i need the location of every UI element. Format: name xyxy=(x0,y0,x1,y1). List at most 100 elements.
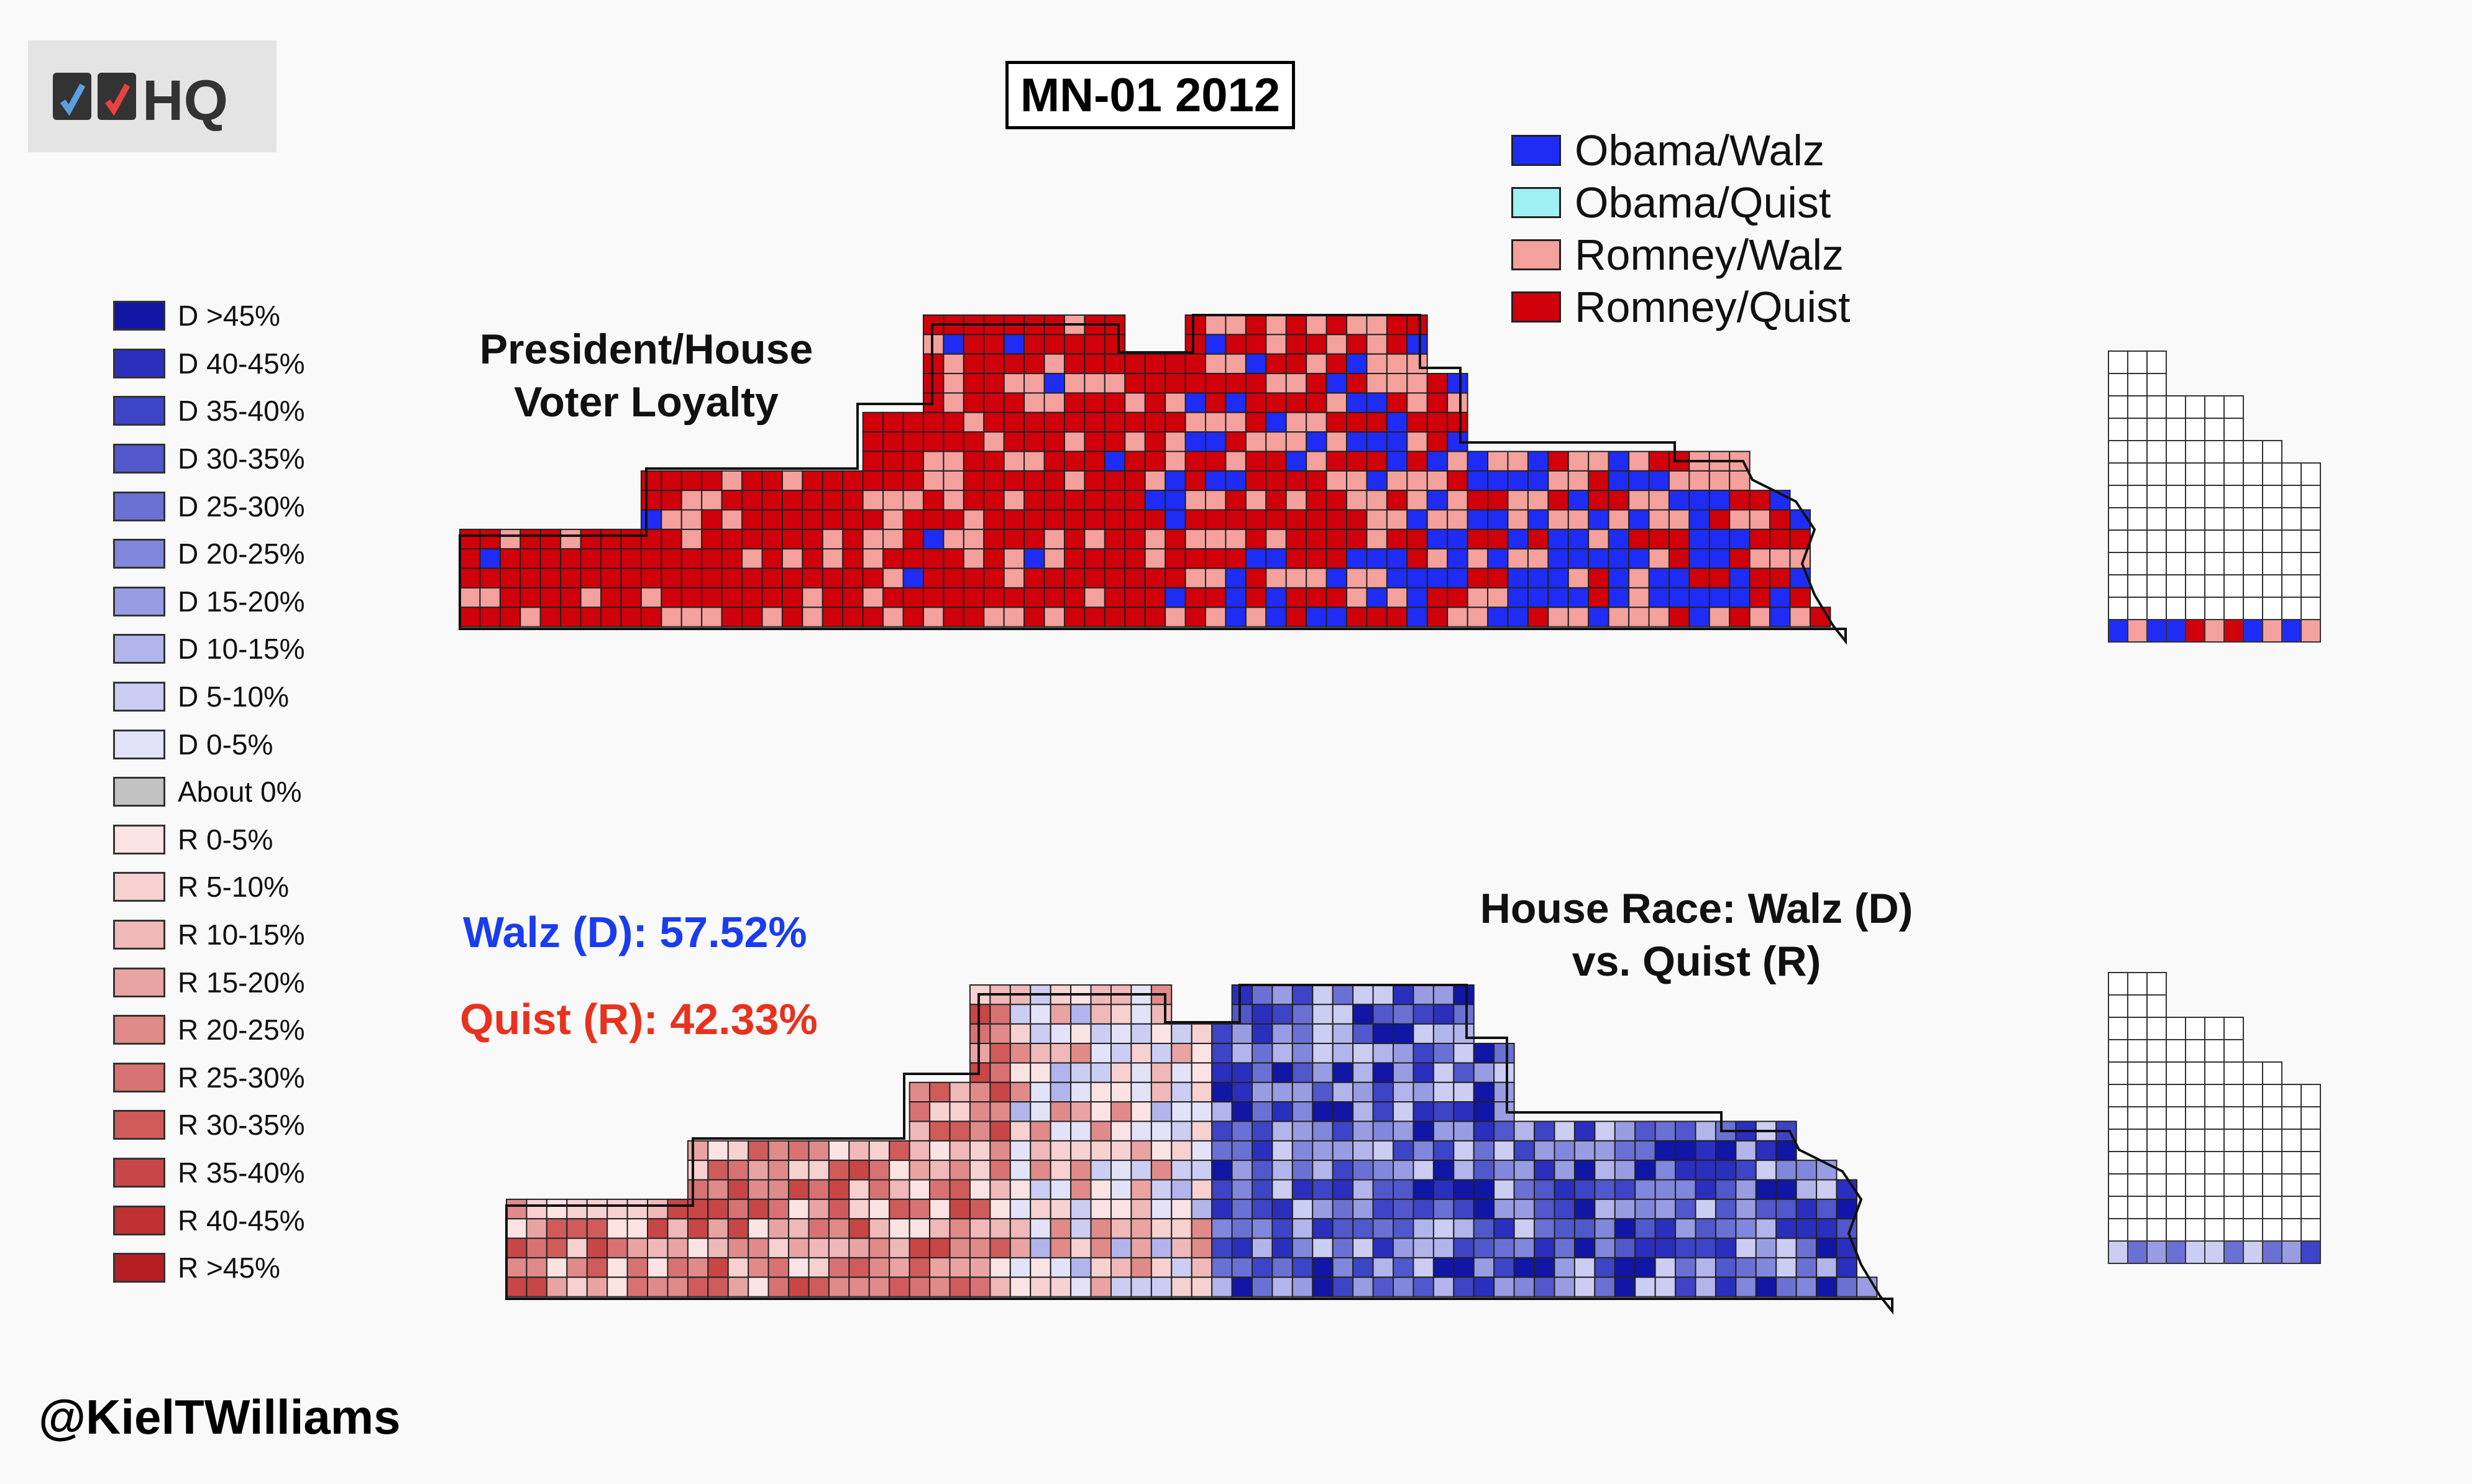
township xyxy=(1795,1276,1818,1298)
township xyxy=(761,470,783,492)
township xyxy=(949,1160,971,1181)
township xyxy=(862,490,884,511)
township xyxy=(989,1004,1011,1025)
township xyxy=(989,1218,1011,1239)
county xyxy=(2127,350,2148,374)
township xyxy=(1144,509,1166,530)
legend-label: R 0-5% xyxy=(178,823,273,856)
township xyxy=(1003,490,1025,511)
township xyxy=(943,509,964,530)
township xyxy=(506,1218,528,1239)
township xyxy=(1023,451,1045,472)
township xyxy=(963,373,985,394)
township xyxy=(1225,548,1247,569)
township xyxy=(1225,314,1247,336)
township xyxy=(989,1198,1011,1220)
township xyxy=(1352,1023,1374,1045)
county xyxy=(2127,529,2148,553)
township xyxy=(1306,392,1327,413)
township xyxy=(1312,1257,1334,1278)
township xyxy=(1714,1179,1737,1200)
township xyxy=(1507,451,1529,472)
county xyxy=(2262,485,2282,508)
county xyxy=(2281,485,2302,508)
township xyxy=(1507,587,1529,608)
township xyxy=(1084,509,1106,530)
township xyxy=(1090,1062,1112,1083)
township xyxy=(1150,1218,1173,1239)
township xyxy=(983,431,1005,452)
township xyxy=(1527,587,1549,608)
township xyxy=(1205,431,1227,452)
township xyxy=(1184,470,1207,492)
township xyxy=(1426,528,1449,550)
township xyxy=(1171,1023,1193,1045)
margin-legend-item: About 0% xyxy=(113,768,305,816)
county xyxy=(2262,574,2282,598)
township xyxy=(1588,470,1609,492)
township xyxy=(868,1276,890,1298)
township xyxy=(626,1198,649,1220)
township xyxy=(909,1198,931,1220)
township xyxy=(1211,1237,1233,1258)
township xyxy=(1332,1257,1354,1278)
township xyxy=(1070,1062,1092,1083)
township xyxy=(661,528,682,550)
logo-text: HQ xyxy=(142,69,228,132)
legend-swatch xyxy=(113,1062,165,1092)
township xyxy=(1030,1276,1051,1298)
township xyxy=(1023,490,1045,511)
township xyxy=(1688,587,1710,608)
township xyxy=(1205,392,1227,413)
township xyxy=(1084,373,1106,394)
county xyxy=(2185,1061,2205,1085)
legend-swatch xyxy=(113,967,165,997)
township xyxy=(902,451,924,472)
township xyxy=(499,528,521,550)
township xyxy=(1426,373,1449,394)
township xyxy=(1285,451,1307,472)
township xyxy=(963,528,985,550)
township xyxy=(1325,528,1348,550)
township xyxy=(1285,373,1307,394)
margin-legend-item: D 10-15% xyxy=(113,625,305,673)
township xyxy=(1205,567,1227,589)
township xyxy=(922,353,945,375)
township xyxy=(943,528,964,550)
township xyxy=(1729,548,1751,569)
legend-swatch xyxy=(113,1110,165,1140)
county xyxy=(2108,1039,2128,1063)
township xyxy=(1346,392,1368,413)
legend-swatch xyxy=(113,872,165,902)
township xyxy=(1749,587,1771,608)
township xyxy=(1588,451,1609,472)
township xyxy=(882,607,904,628)
township xyxy=(1406,392,1428,413)
township xyxy=(1184,392,1207,413)
township xyxy=(1769,509,1791,530)
county xyxy=(2223,1240,2244,1264)
legend-label: D 30-35% xyxy=(178,442,305,475)
county xyxy=(2223,1017,2244,1040)
township xyxy=(1372,1237,1394,1258)
county xyxy=(2243,1173,2263,1197)
township xyxy=(828,1140,850,1161)
county xyxy=(2108,574,2128,598)
township xyxy=(1352,984,1374,1005)
county xyxy=(2281,1151,2302,1175)
township xyxy=(1130,1179,1152,1200)
county xyxy=(2166,529,2186,553)
township xyxy=(479,607,501,628)
county xyxy=(2127,574,2148,598)
township xyxy=(1588,490,1609,511)
township xyxy=(1836,1276,1857,1298)
township xyxy=(1144,548,1166,569)
township xyxy=(1312,1043,1334,1064)
township xyxy=(1628,451,1650,472)
township xyxy=(1755,1140,1777,1161)
township xyxy=(802,607,823,628)
township xyxy=(1755,1276,1777,1298)
county xyxy=(2243,1129,2263,1152)
county xyxy=(2281,552,2302,575)
margin-legend: D >45% D 40-45% D 35-40% D 30-35% D 25-30% D … xyxy=(113,292,305,1291)
